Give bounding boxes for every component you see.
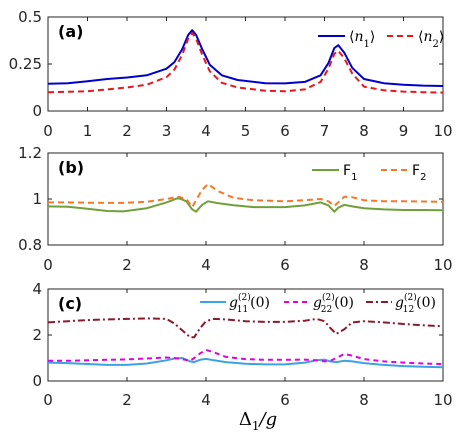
x-axis-label: Δ1/g [239,409,277,433]
x-tick-label: 4 [201,391,211,409]
y-tick-label: 0.5 [18,8,42,26]
x-tick-label: 8 [359,391,369,409]
y-tick-label: 0 [32,372,42,390]
y-tick-label: 4 [32,280,42,298]
legend-label: F2 [412,163,426,183]
x-tick-label: 6 [280,122,290,140]
legend-label: ⟨n1⟩ [349,29,375,50]
x-tick-label: 4 [201,122,211,140]
x-tick-label: 3 [162,122,172,140]
legend-label: g(2) 12 (0) [395,292,436,315]
x-tick-label: 8 [359,122,369,140]
x-tick-label: 2 [122,256,132,274]
legend-label: g(2) 11 (0) [229,292,270,315]
series-line-3 [47,317,444,339]
series-line-2 [48,183,444,209]
legend-label: F1 [343,163,357,183]
legend: F1 F2 [312,163,426,183]
x-tick-label: 0 [43,256,53,274]
x-tick-label: 6 [280,256,290,274]
panel-label: (a) [58,22,83,41]
x-tick-label: 7 [320,122,330,140]
y-tick-label: 1.2 [18,144,42,162]
x-tick-label: 9 [399,122,409,140]
legend-label: g(2) 22 (0) [313,292,354,315]
y-tick-label: 0 [32,102,42,120]
x-tick-label: 4 [201,256,211,274]
series-line-1 [47,29,444,87]
x-tick-label: 5 [241,122,251,140]
x-tick-label: 1 [83,122,93,140]
series-line-2 [47,32,444,94]
axes-box [47,152,444,246]
x-tick-label: 10 [433,391,452,409]
x-tick-label: 10 [433,122,452,140]
y-tick-label: 1 [32,190,42,208]
series-line-1 [47,196,444,213]
panel-3: 0 2 4 6 8 10 0 2 4 (c) g(2) 11 (0) g(2) 22 (0) g(2) 12 (0) [32,280,452,409]
series-line-2 [48,348,444,365]
panel-2: 0 2 4 6 8 10 0.8 1 1.2 (b) F1 F2 [18,144,452,274]
axes-box [47,16,444,112]
y-tick-label: 0.8 [18,236,42,254]
panel-label: (c) [58,294,82,313]
series-line-1 [47,357,444,369]
panel-label: (b) [58,158,84,177]
x-tick-label: 6 [280,391,290,409]
x-tick-label: 0 [43,122,53,140]
y-tick-label: 0.25 [9,55,42,73]
x-tick-label: 0 [43,391,53,409]
x-tick-label: 2 [122,391,132,409]
x-tick-label: 2 [122,122,132,140]
x-tick-label: 8 [359,256,369,274]
legend: g(2) 11 (0) g(2) 22 (0) g(2) 12 (0) [200,292,436,315]
x-tick-label: 10 [433,256,452,274]
y-tick-label: 2 [32,326,42,344]
legend-label: ⟨n2⟩ [418,29,444,50]
panel-1: 0 1 2 3 4 5 6 7 8 9 10 0 0.25 0.5 (a) ⟨n1⟩ ⟨n2⟩ [9,8,453,140]
